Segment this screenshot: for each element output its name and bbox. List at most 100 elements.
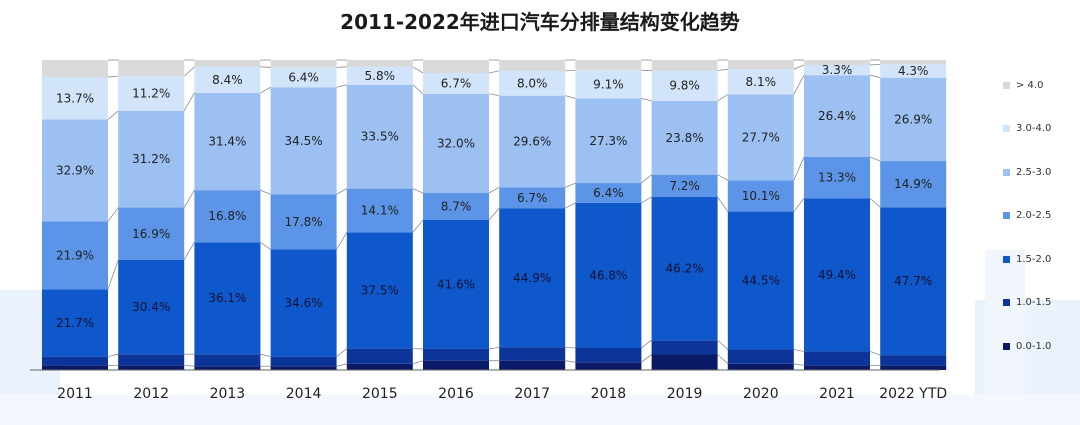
legend-item: 1.0-1.5 <box>1003 296 1078 310</box>
bar-segment <box>651 340 718 355</box>
connector-line <box>107 110 119 120</box>
bar-segment <box>270 366 337 370</box>
bar-segment <box>880 365 947 370</box>
data-label: 16.8% <box>208 209 246 223</box>
legend-label: 3.0-4.0 <box>1016 123 1052 134</box>
legend-swatch <box>1003 81 1010 89</box>
bar-segment <box>423 192 489 220</box>
data-label: 13.7% <box>56 91 94 105</box>
data-label: 6.4% <box>288 70 319 84</box>
connector-line <box>184 364 195 367</box>
data-label: 29.6% <box>513 135 551 149</box>
bar-segment <box>346 60 413 67</box>
connector-line <box>183 242 195 261</box>
bar-segment <box>880 64 947 78</box>
bar-segment <box>270 87 337 195</box>
connector-line <box>565 360 576 363</box>
bar-segment <box>270 60 337 68</box>
bar-segment <box>804 75 870 158</box>
connector-line <box>336 188 347 195</box>
bar-segment <box>346 232 413 349</box>
data-label: 46.8% <box>589 268 627 282</box>
bar-segment <box>42 221 108 290</box>
data-label: 7.2% <box>669 179 700 193</box>
chart-title: 2011-2022年进口汽车分排量结构变化趋势 <box>340 10 740 34</box>
legend-item: 2.5-3.0 <box>1003 165 1078 179</box>
data-label: 44.9% <box>513 271 551 285</box>
data-label: 27.3% <box>589 134 627 148</box>
legend-swatch <box>1003 342 1010 350</box>
data-label: 8.0% <box>517 76 548 90</box>
data-label: 8.4% <box>212 73 243 87</box>
connector-line <box>793 198 805 212</box>
bar-segment <box>651 60 718 71</box>
connector-line <box>717 196 729 212</box>
bar-segment <box>423 93 489 193</box>
data-label: 5.8% <box>365 69 396 83</box>
data-label: 37.5% <box>361 283 399 297</box>
data-label: 49.4% <box>818 268 856 282</box>
data-label: 21.9% <box>56 248 94 262</box>
bar-segment <box>499 70 566 96</box>
bar-segment <box>880 60 947 65</box>
bar-segment <box>270 67 337 88</box>
bar-segment <box>575 183 642 203</box>
connector-line <box>717 174 728 181</box>
data-label: 23.8% <box>666 131 704 145</box>
bar-segment <box>42 77 108 120</box>
bar-segment <box>346 66 413 85</box>
x-tick-label: 2016 <box>438 386 474 402</box>
data-label: 6.7% <box>441 76 472 90</box>
bar-segment <box>575 60 642 71</box>
bar-segment <box>346 348 413 364</box>
legend-swatch <box>1003 212 1010 219</box>
x-tick-label: 2015 <box>362 386 398 402</box>
legend-label: > 4.0 <box>1016 79 1044 91</box>
data-label: 14.9% <box>894 177 932 191</box>
data-label: 10.1% <box>742 189 780 203</box>
data-label: 26.4% <box>818 109 856 123</box>
connector-line <box>336 363 347 367</box>
x-tick-label: 2017 <box>514 386 550 402</box>
connector-line <box>793 363 805 366</box>
bar-segment <box>804 198 870 352</box>
bar-segment <box>346 188 413 233</box>
connector-line <box>260 86 271 94</box>
connector-line <box>412 360 424 365</box>
connector-line <box>260 66 271 68</box>
data-label: 6.7% <box>517 191 548 205</box>
data-label: 26.9% <box>894 112 932 126</box>
bar-segment <box>118 365 185 370</box>
data-label: 32.0% <box>437 136 475 150</box>
connector-line <box>260 353 271 358</box>
legend-item: 1.5-2.0 <box>1003 252 1078 266</box>
connector-line <box>869 197 881 208</box>
bar-segment <box>651 354 718 370</box>
bar-segment <box>651 70 718 101</box>
connector-line <box>717 68 728 71</box>
connector-line <box>717 339 729 350</box>
data-label: 17.8% <box>285 215 323 229</box>
bar-segment <box>194 92 261 191</box>
connector-line <box>412 84 424 95</box>
connector-line <box>869 156 881 162</box>
bar-segment <box>727 60 794 70</box>
legend-label: 2.0-2.5 <box>1016 210 1052 221</box>
connector-line <box>183 92 195 112</box>
bar-segment <box>880 355 947 366</box>
connector-line <box>869 74 881 79</box>
bar-segment <box>118 207 185 260</box>
connector-line <box>260 241 271 250</box>
connector-line <box>641 196 652 204</box>
bar-segment <box>804 365 870 370</box>
x-tick-label: 2021 <box>819 386 855 402</box>
data-label: 6.4% <box>593 186 624 200</box>
connector-line <box>488 207 500 221</box>
connector-line <box>107 207 119 222</box>
connector-line <box>641 98 652 102</box>
bar-segment <box>499 60 566 71</box>
data-label: 4.3% <box>898 64 929 78</box>
bar-segment <box>804 64 870 76</box>
